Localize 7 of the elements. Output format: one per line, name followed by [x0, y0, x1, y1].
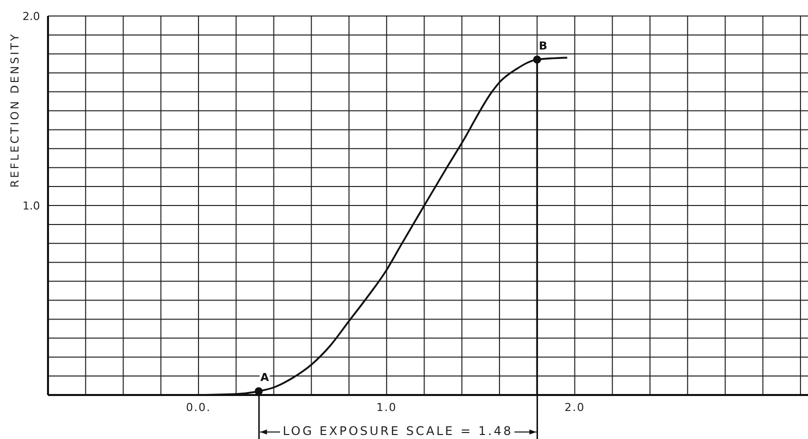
text: LOG EXPOSURE SCALE = 1.48 [282, 424, 514, 438]
x-tick-label: 1.0 [376, 400, 397, 414]
x-tick-label: 2.0 [564, 400, 585, 414]
x-tick-label: 0.0. [186, 400, 211, 414]
annotation: A [260, 371, 270, 384]
y-axis-title: REFLECTION DENSITY [8, 32, 22, 188]
annotation: B [538, 40, 548, 53]
